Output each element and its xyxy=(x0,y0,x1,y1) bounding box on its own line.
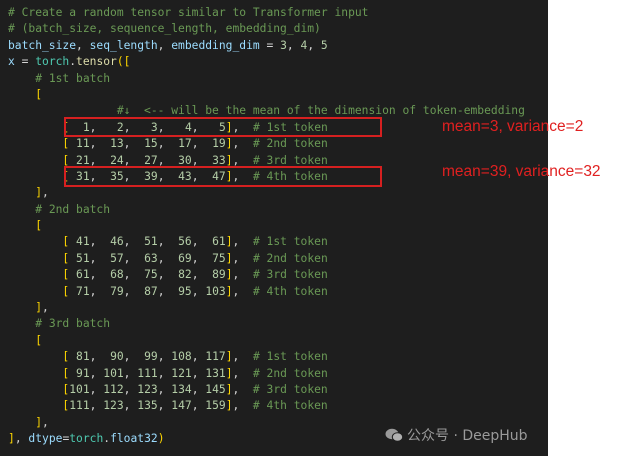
code-line: #↓ <-- will be the mean of the dimension… xyxy=(116,104,525,118)
code-line: [ 21, 24, 27, 30, 33], # 3rd token xyxy=(62,153,328,167)
code-line: # 3rd batch xyxy=(35,317,111,331)
code-line: [101, 112, 123, 134, 145], # 3rd token xyxy=(62,382,328,396)
code-line: [ 71, 79, 87, 95, 103], # 4th token xyxy=(62,284,328,298)
code-line: ], xyxy=(35,301,49,315)
code-line: batch_size, seq_length, embedding_dim = … xyxy=(8,38,328,52)
code-line: # 2nd batch xyxy=(35,202,111,216)
watermark: 公众号 · DeepHub xyxy=(385,425,528,445)
code-line: [ 51, 57, 63, 69, 75], # 2nd token xyxy=(62,251,328,265)
highlight-box-1st-token xyxy=(64,117,382,137)
wechat-icon xyxy=(385,428,403,442)
code-block: # Create a random tensor similar to Tran… xyxy=(8,5,525,448)
code-line: [ xyxy=(35,333,43,347)
code-line: [ xyxy=(35,219,43,233)
code-line: [ 1, 2, 3, 4, 5], # 1st token xyxy=(62,120,328,134)
code-editor: # Create a random tensor similar to Tran… xyxy=(0,0,548,456)
code-line: x = torch.tensor([ xyxy=(8,55,131,69)
code-line: [111, 123, 135, 147, 159], # 4th token xyxy=(62,399,328,413)
annotation-1st-token: mean=3, variance=2 xyxy=(442,118,584,135)
code-line: [ 81, 90, 99, 108, 117], # 1st token xyxy=(62,350,328,364)
code-line: [ 11, 13, 15, 17, 19], # 2nd token xyxy=(62,137,328,151)
code-line: [ 41, 46, 51, 56, 61], # 1st token xyxy=(62,235,328,249)
code-line: ], dtype=torch.float32) xyxy=(8,432,165,446)
code-line: # Create a random tensor similar to Tran… xyxy=(8,6,369,19)
highlight-box-4th-token xyxy=(64,166,382,187)
code-line: [ 91, 101, 111, 121, 131], # 2nd token xyxy=(62,366,328,380)
code-line: # (batch_size, sequence_length, embeddin… xyxy=(8,22,321,36)
code-line: # 1st batch xyxy=(35,71,111,85)
code-line: ], xyxy=(35,415,49,429)
code-line: [ 61, 68, 75, 82, 89], # 3rd token xyxy=(62,268,328,282)
annotation-4th-token: mean=39, variance=32 xyxy=(442,163,601,180)
code-line: ], xyxy=(35,186,49,200)
watermark-text: 公众号 · DeepHub xyxy=(407,428,528,444)
code-line: [ xyxy=(35,87,43,101)
code-line: [ 31, 35, 39, 43, 47], # 4th token xyxy=(62,169,328,183)
